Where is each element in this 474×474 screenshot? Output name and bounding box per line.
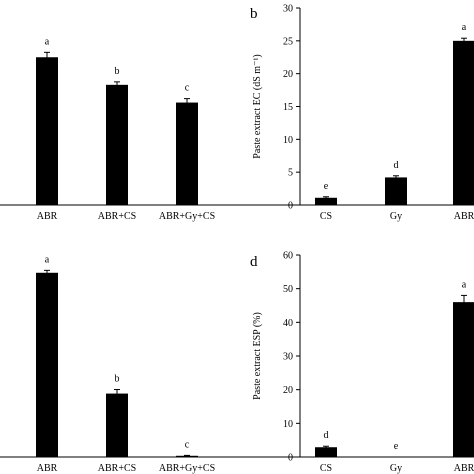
significance-letter: a (45, 254, 50, 265)
significance-letter: a (462, 279, 467, 290)
significance-letter: e (394, 441, 399, 452)
significance-letter: e (324, 181, 329, 192)
y-tick-label: 5 (288, 168, 293, 179)
bar-gy (385, 177, 407, 205)
significance-letter: a (462, 22, 467, 33)
y-tick-label: 0 (288, 453, 293, 464)
bar-abr-cs (106, 84, 128, 205)
category-label: ABR+Gy+CS (159, 211, 215, 222)
y-tick-label: 20 (283, 385, 293, 396)
chart-panel-1: 0 5 10 15 20 25 30 Paste extract EC (dS m⁻¹) b e C… (250, 4, 474, 222)
bar-abr-cs (106, 393, 128, 457)
category-label: Gy (390, 211, 402, 222)
y-tick-label: 25 (283, 36, 293, 47)
y-axis-label: Paste extract ESP (%) (252, 312, 263, 400)
category-label: ABR+CS (98, 463, 136, 474)
bar-abr (453, 40, 474, 206)
y-axis-label: Paste extract EC (dS m⁻¹) (252, 54, 263, 158)
category-label: CS (320, 211, 332, 222)
y-tick-label: 60 (283, 251, 293, 262)
y-tick-label: 10 (283, 135, 293, 146)
panel-letter: b (250, 6, 258, 22)
significance-letter: b (115, 374, 120, 385)
y-tick-label: 50 (283, 284, 293, 295)
bar-cs (315, 197, 337, 205)
bar-cs (315, 447, 337, 457)
bar-abr (36, 57, 58, 205)
y-tick-label: 15 (283, 102, 293, 113)
significance-letter: d (324, 430, 329, 441)
y-tick-label: 30 (283, 4, 293, 15)
significance-letter: c (185, 439, 190, 450)
category-label: Gy (390, 463, 402, 474)
category-label: ABR (37, 463, 58, 474)
category-label: ABR+Gy+CS (159, 463, 215, 474)
category-label: ABR (454, 211, 474, 222)
y-tick-label: 30 (283, 352, 293, 363)
significance-letter: a (45, 36, 50, 47)
chart-panel-0: a ABR b ABR+CS c ABR+Gy+CS (0, 36, 474, 222)
y-tick-label: 0 (288, 201, 293, 212)
category-label: ABR (37, 211, 58, 222)
y-tick-label: 20 (283, 69, 293, 80)
category-label: ABR+CS (98, 211, 136, 222)
bar-abr (453, 302, 474, 457)
chart-panel-2: a ABR b ABR+CS c ABR+Gy+CS (0, 254, 474, 474)
panel-letter: d (250, 254, 258, 270)
chart-panel-3: 0 10 20 30 40 50 60 Paste extract ESP (%) d d CS eG… (250, 251, 474, 474)
significance-letter: c (185, 83, 190, 94)
category-label: CS (320, 463, 332, 474)
category-label: ABR (454, 463, 474, 474)
significance-letter: b (115, 66, 120, 77)
bar-abr-gy-cs (176, 102, 198, 205)
y-tick-label: 10 (283, 419, 293, 430)
y-tick-label: 40 (283, 318, 293, 329)
bar-abr (36, 272, 58, 457)
significance-letter: d (394, 160, 399, 171)
